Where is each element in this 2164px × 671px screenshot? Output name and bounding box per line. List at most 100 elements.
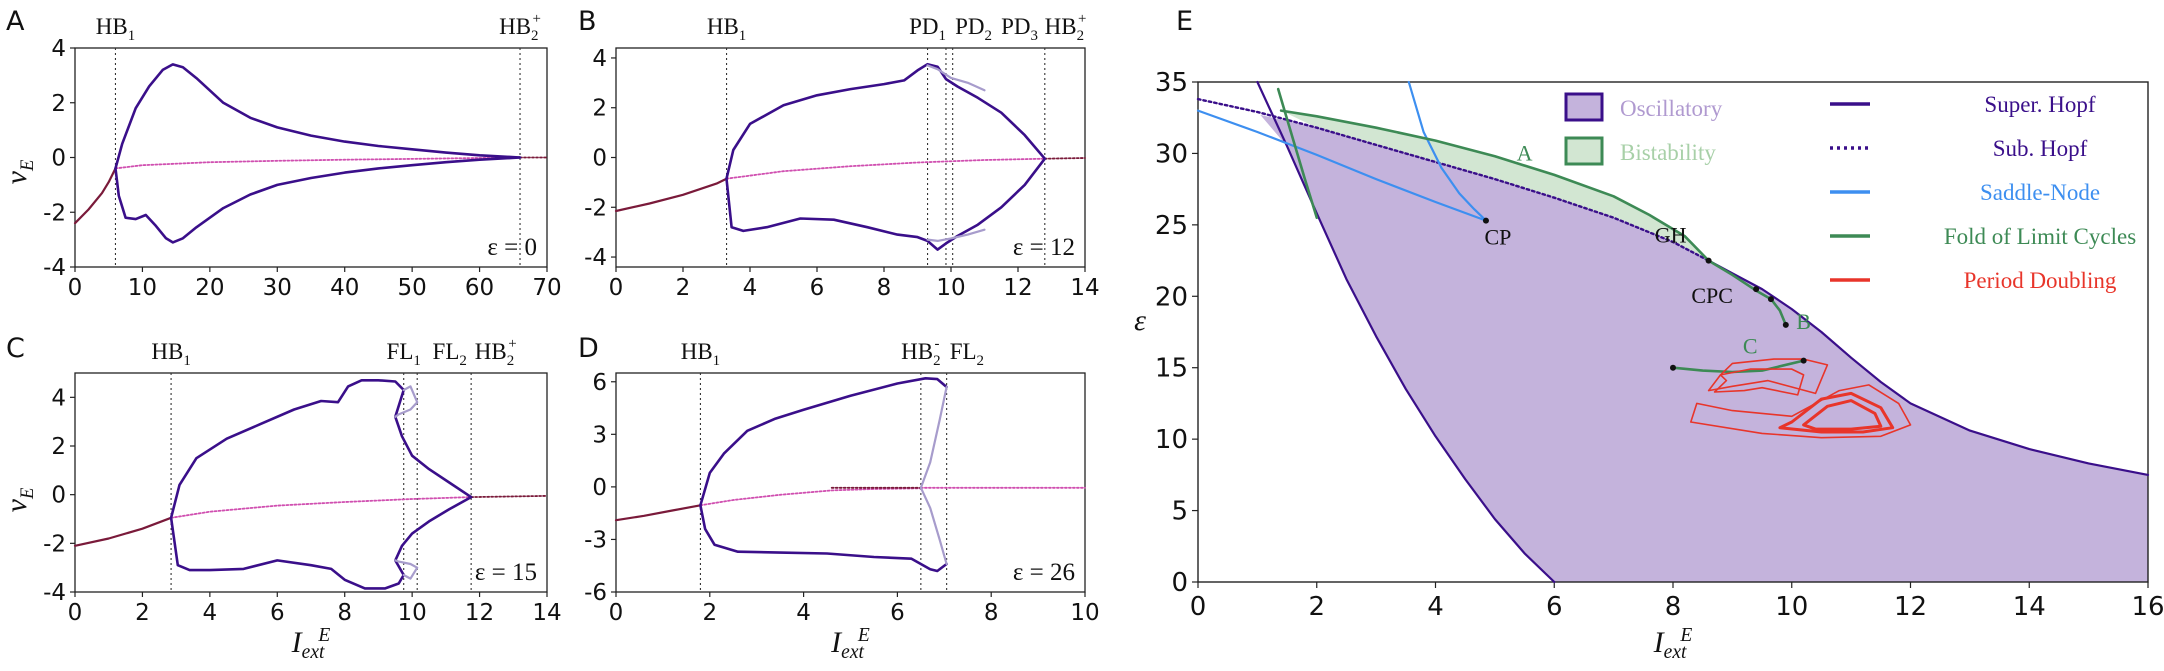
special-point (1753, 286, 1760, 293)
curve-line (1707, 259, 1788, 327)
x-tick-label: 0 (68, 600, 83, 626)
bifurcation-label: HB2+ (1045, 11, 1087, 44)
x-tick-label: 10 (128, 275, 157, 301)
legend-label: Fold of Limit Cycles (1944, 224, 2136, 249)
x-tick-label: 0 (68, 275, 83, 301)
x-tick-label: 2 (676, 275, 691, 301)
curve-line (1778, 391, 1895, 434)
y-tick-label: 35 (1155, 68, 1188, 98)
legend-label: Bistability (1620, 140, 1716, 165)
x-tick-label: 60 (465, 275, 494, 301)
legend-label: Oscillatory (1620, 96, 1723, 121)
x-tick-label: 50 (398, 275, 427, 301)
y-tick-label: 25 (1155, 211, 1188, 241)
series-line (114, 156, 521, 170)
bifurcation-label: FL2 (950, 339, 984, 369)
y-tick-label: -6 (584, 580, 607, 606)
panel-b: 0 2 4 6 8 10 12 14 -4 -2 0 2 4 HB1 PD1 PD2 PD3 HB2+ ε = 12 (584, 11, 1100, 301)
special-point (1670, 364, 1676, 371)
x-tick-label: 2 (135, 600, 150, 626)
curve-line (1690, 384, 1912, 439)
curve-label: A (1517, 141, 1533, 166)
x-tick-label: 30 (263, 275, 292, 301)
y-tick-label: 10 (1155, 425, 1188, 455)
oscillatory-region (1260, 114, 2148, 583)
y-tick-label: -4 (43, 580, 66, 606)
x-tick-label: 10 (1775, 592, 1808, 622)
y-tick-label: 15 (1155, 354, 1188, 384)
legend-label: Super. Hopf (1984, 92, 2096, 117)
y-axis-label: vE (0, 487, 38, 512)
x-tick-label: 6 (270, 600, 285, 626)
x-tick-label: 14 (2013, 592, 2046, 622)
series-line (1043, 157, 1086, 160)
y-tick-label: -2 (584, 195, 607, 221)
x-tick-label: 4 (796, 600, 811, 626)
x-tick-label: 40 (330, 275, 359, 301)
panel-e: 0 2 4 6 8 10 12 14 16 0 5 10 15 20 25 30 35 CP GH CPC A B Cε Ie… (1134, 68, 2164, 663)
bifurcation-label: HB1 (681, 339, 720, 369)
x-tick-label: 8 (1665, 592, 1682, 622)
curve-line (1407, 80, 1488, 222)
x-tick-label: 14 (1070, 275, 1099, 301)
special-point-label: CP (1485, 225, 1512, 250)
y-tick-label: 0 (51, 483, 66, 509)
y-tick-label: 0 (592, 475, 607, 501)
curve-line (1256, 80, 1556, 584)
y-tick-label: 4 (51, 36, 66, 62)
series-line (919, 385, 948, 489)
bifurcation-label: HB2- (901, 336, 940, 369)
series-line (394, 559, 419, 580)
special-point-label: GH (1655, 223, 1687, 248)
y-tick-label: -3 (584, 527, 607, 553)
x-tick-label: 2 (1308, 592, 1325, 622)
x-tick-label: 8 (984, 600, 999, 626)
y-tick-label: 4 (592, 46, 607, 72)
series-line (699, 504, 948, 573)
epsilon-annotation: ε = 15 (475, 559, 537, 586)
y-tick-label: -4 (43, 255, 66, 281)
series-line (169, 495, 473, 590)
x-axis-label: IextE (830, 625, 870, 663)
y-tick-label: 20 (1155, 282, 1188, 312)
curve-line (1196, 109, 1488, 222)
epsilon-annotation: ε = 0 (487, 234, 537, 261)
y-axis-label: ε (1134, 304, 1146, 337)
x-tick-label: 0 (1190, 592, 1207, 622)
x-tick-label: 10 (1070, 600, 1099, 626)
series-line (725, 157, 1046, 180)
curve-label: C (1743, 333, 1758, 358)
legend-label: Saddle-Node (1980, 180, 2100, 205)
panel-letter-b: B (578, 6, 597, 37)
y-tick-label: 2 (592, 96, 607, 122)
y-tick-label: 3 (592, 422, 607, 448)
epsilon-annotation: ε = 26 (1013, 559, 1075, 586)
panel-d: 0 2 4 6 8 10 -6 -3 0 3 6 HB1 HB2- FL2 ε = 26 IextE (584, 336, 1100, 663)
panel-letter-a: A (6, 6, 25, 37)
legend-swatch (1564, 92, 1604, 122)
series-line (614, 177, 728, 213)
x-axis-label: IextE (291, 625, 331, 663)
series-line (926, 228, 986, 242)
series-line (73, 516, 173, 547)
series-line (699, 377, 948, 507)
series-line (699, 487, 922, 507)
series-line (169, 379, 473, 520)
y-tick-label: 2 (51, 91, 66, 117)
bifurcation-label: PD1 (909, 14, 946, 44)
special-point (1767, 296, 1774, 303)
x-tick-label: 6 (890, 600, 905, 626)
x-tick-label: 4 (203, 600, 218, 626)
special-point-label: CPC (1691, 283, 1733, 308)
bifurcation-label: PD3 (1001, 14, 1038, 44)
panel-c: 0 2 4 6 8 10 12 14 -4 -2 0 2 4 HB1 FL1 FL2 HB2+ ε = 15 vE I… (0, 336, 562, 663)
curve-line (1279, 109, 1710, 262)
series-line (725, 157, 1047, 251)
y-tick-label: 5 (1171, 497, 1188, 527)
series-line (614, 504, 702, 522)
x-tick-label: 0 (609, 275, 624, 301)
y-tick-label: -2 (43, 200, 66, 226)
legend: Oscillatory Bistability Super. Hopf Sub. Ho… (1564, 92, 2136, 293)
bifurcation-label: HB1 (707, 14, 746, 44)
